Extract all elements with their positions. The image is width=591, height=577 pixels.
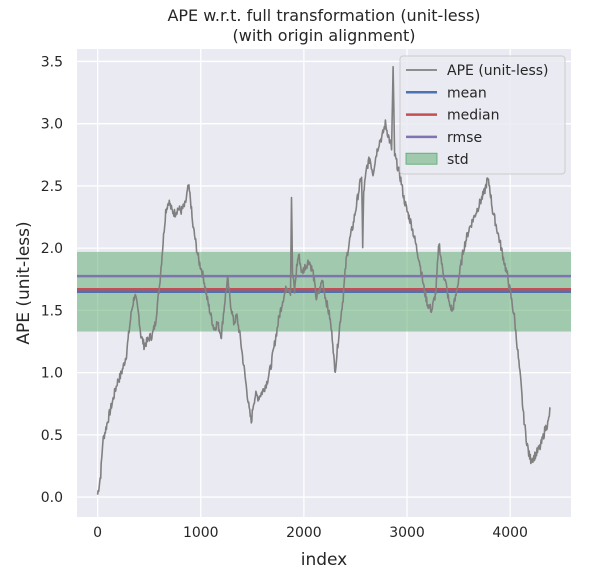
y-tick-label: 3.0 bbox=[41, 117, 63, 133]
legend-label: median bbox=[447, 108, 499, 124]
legend-swatch-std bbox=[405, 152, 438, 165]
x-tick-label: 0 bbox=[93, 525, 102, 541]
legend-label: rmse bbox=[447, 130, 482, 146]
y-tick-labels: 0.0 0.5 1.0 1.5 2.0 2.5 3.0 3.5 bbox=[41, 54, 63, 506]
x-tick-labels: 0 1000 2000 3000 4000 bbox=[93, 525, 528, 541]
legend-box bbox=[399, 55, 566, 175]
x-axis-label: index bbox=[301, 550, 348, 570]
legend: APE (unit-less) mean median rmse std bbox=[399, 55, 566, 175]
x-tick-label: 4000 bbox=[492, 525, 528, 541]
ape-series-layer bbox=[96, 65, 551, 495]
y-tick-label: 1.5 bbox=[41, 303, 63, 319]
y-tick-label: 3.5 bbox=[41, 54, 63, 70]
legend-label: mean bbox=[447, 85, 487, 101]
legend-label: std bbox=[447, 152, 469, 168]
chart-subtitle: (with origin alignment) bbox=[233, 26, 416, 45]
y-tick-label: 0.0 bbox=[41, 490, 63, 506]
y-axis-label: APE (unit-less) bbox=[14, 221, 34, 344]
legend-label: APE (unit-less) bbox=[447, 63, 549, 79]
ape-series-line bbox=[96, 65, 551, 495]
x-tick-label: 3000 bbox=[389, 525, 425, 541]
y-tick-label: 0.5 bbox=[41, 428, 63, 444]
chart-title: APE w.r.t. full transformation (unit-les… bbox=[167, 6, 480, 25]
x-tick-label: 2000 bbox=[286, 525, 322, 541]
x-tick-label: 1000 bbox=[183, 525, 219, 541]
y-tick-label: 2.5 bbox=[41, 179, 63, 195]
y-tick-label: 1.0 bbox=[41, 366, 63, 382]
y-tick-label: 2.0 bbox=[41, 241, 63, 257]
